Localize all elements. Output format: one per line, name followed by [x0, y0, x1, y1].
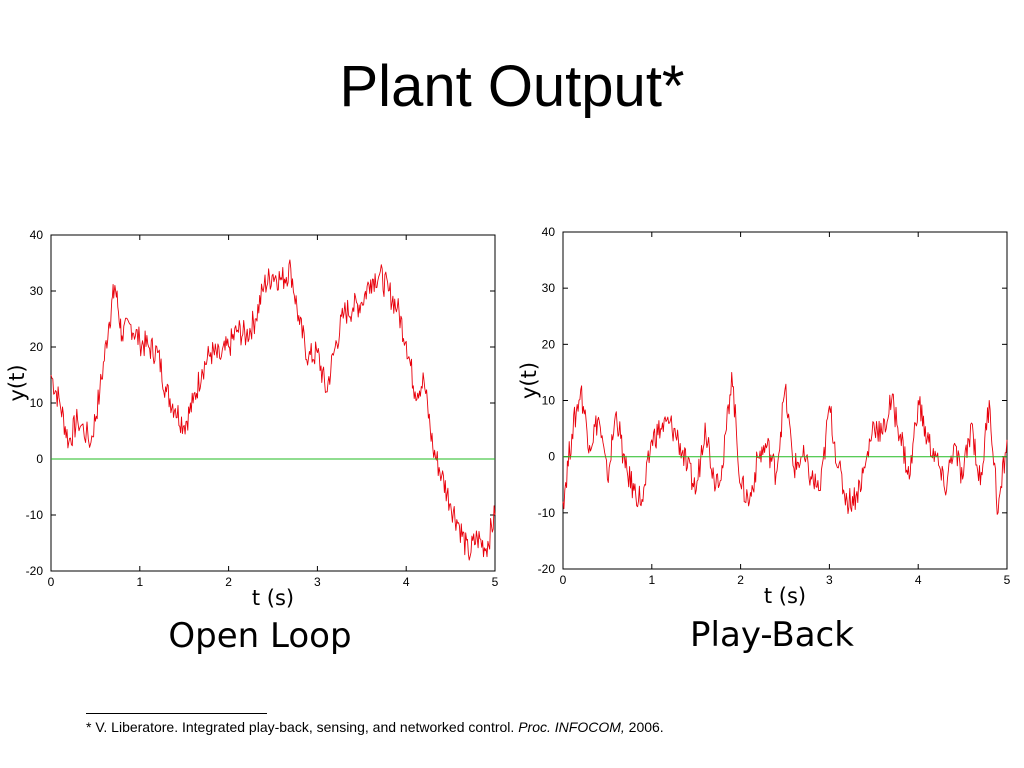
- y-tick-label: -20: [538, 562, 556, 576]
- y-tick-label: 0: [548, 450, 555, 464]
- slide-title: Plant Output*: [339, 54, 685, 119]
- y-tick-label: 10: [30, 396, 44, 410]
- y-tick-label: 30: [542, 281, 556, 295]
- x-tick-label: 2: [225, 575, 232, 589]
- footnote: * V. Liberatore. Integrated play-back, s…: [86, 719, 664, 735]
- footnote-venue: Proc. INFOCOM,: [518, 719, 625, 735]
- y-tick-label: 10: [542, 394, 556, 408]
- y-tick-label: 40: [542, 225, 556, 239]
- play-back-series-line: [562, 371, 1008, 515]
- x-tick-label: 0: [48, 575, 55, 589]
- y-tick-label: -10: [538, 506, 556, 520]
- x-tick-label: 3: [314, 575, 321, 589]
- y-tick-label: 30: [30, 284, 44, 298]
- play-back-y-axis-label: y(t): [517, 362, 541, 399]
- footnote-rule: [86, 713, 267, 714]
- x-tick-label: 1: [136, 575, 143, 589]
- y-tick-label: 20: [542, 337, 556, 351]
- x-tick-label: 0: [560, 573, 567, 587]
- x-tick-label: 4: [403, 575, 410, 589]
- x-tick-label: 5: [492, 575, 499, 589]
- y-tick-label: -10: [26, 508, 44, 522]
- play-back-x-axis-label: t (s): [764, 584, 806, 608]
- footnote-text: * V. Liberatore. Integrated play-back, s…: [86, 719, 519, 735]
- play-back-chart: -20 -10 0 10 20 30 40 0 1 2 3 4 5 t (s) y(t): [517, 225, 1011, 608]
- y-tick-label: 20: [30, 340, 44, 354]
- y-tick-label: 40: [30, 228, 44, 242]
- footnote-year: 2006.: [624, 719, 664, 735]
- x-tick-label: 3: [826, 573, 833, 587]
- play-back-caption: Play-Back: [690, 615, 854, 655]
- y-tick-label: -20: [26, 564, 44, 578]
- open-loop-caption: Open Loop: [168, 616, 352, 656]
- open-loop-series-line: [50, 259, 496, 561]
- x-tick-label: 5: [1004, 573, 1011, 587]
- x-tick-label: 2: [737, 573, 744, 587]
- open-loop-chart: -20 -10 0 10 20 30 40 0 1 2 3 4 5 t (s) y(t): [5, 228, 499, 610]
- y-tick-label: 0: [36, 452, 43, 466]
- open-loop-x-axis-label: t (s): [252, 586, 294, 610]
- play-back-plot-frame: [562, 231, 1008, 570]
- x-tick-label: 1: [648, 573, 655, 587]
- x-tick-label: 4: [915, 573, 922, 587]
- open-loop-plot-frame: [50, 234, 496, 572]
- open-loop-y-axis-label: y(t): [5, 364, 29, 401]
